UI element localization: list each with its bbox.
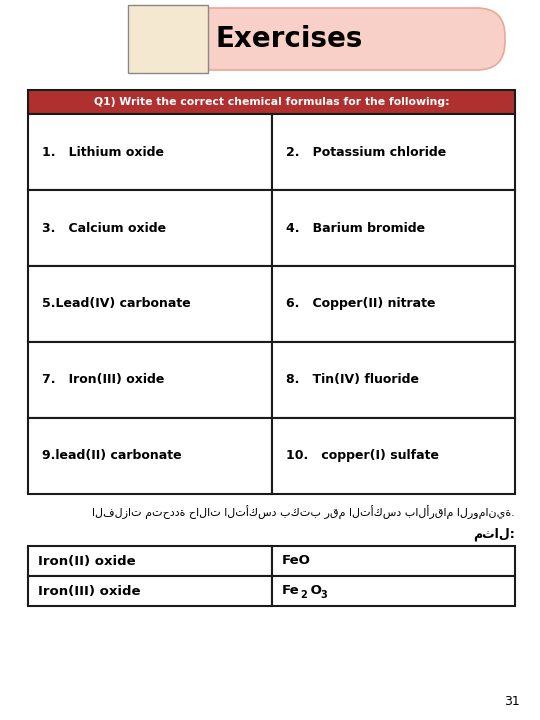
FancyBboxPatch shape — [272, 114, 515, 190]
FancyBboxPatch shape — [272, 576, 515, 606]
Text: 3: 3 — [320, 590, 327, 600]
Text: O: O — [306, 585, 322, 598]
FancyBboxPatch shape — [272, 546, 515, 576]
Text: 8.   Tin(IV) fluoride: 8. Tin(IV) fluoride — [286, 374, 419, 387]
Text: 2: 2 — [300, 590, 307, 600]
FancyBboxPatch shape — [272, 342, 515, 418]
Text: 3.   Calcium oxide: 3. Calcium oxide — [42, 222, 166, 235]
Text: Iron(II) oxide: Iron(II) oxide — [38, 554, 136, 567]
FancyBboxPatch shape — [28, 114, 272, 190]
Text: Fe: Fe — [282, 585, 300, 598]
FancyBboxPatch shape — [128, 5, 208, 73]
Text: الفلزات متحددة حالات التأكسد بكتب رقم التأكسد بالأرقام الرومانية.: الفلزات متحددة حالات التأكسد بكتب رقم ال… — [92, 505, 515, 519]
Text: Iron(III) oxide: Iron(III) oxide — [38, 585, 140, 598]
Text: 10.   copper(I) sulfate: 10. copper(I) sulfate — [286, 449, 439, 462]
FancyBboxPatch shape — [272, 190, 515, 266]
FancyBboxPatch shape — [272, 418, 515, 494]
FancyBboxPatch shape — [175, 8, 505, 70]
Text: 31: 31 — [504, 695, 520, 708]
Text: 1.   Lithium oxide: 1. Lithium oxide — [42, 145, 164, 158]
FancyBboxPatch shape — [28, 546, 272, 576]
Text: FeO: FeO — [282, 554, 311, 567]
FancyBboxPatch shape — [28, 576, 272, 606]
FancyBboxPatch shape — [28, 342, 272, 418]
Text: 9.lead(II) carbonate: 9.lead(II) carbonate — [42, 449, 181, 462]
FancyBboxPatch shape — [272, 266, 515, 342]
Text: مثال:: مثال: — [473, 527, 515, 541]
FancyBboxPatch shape — [28, 190, 272, 266]
Text: 2.   Potassium chloride: 2. Potassium chloride — [286, 145, 446, 158]
Text: Q1) Write the correct chemical formulas for the following:: Q1) Write the correct chemical formulas … — [93, 97, 449, 107]
Text: 6.   Copper(II) nitrate: 6. Copper(II) nitrate — [286, 297, 435, 310]
Text: 7.   Iron(III) oxide: 7. Iron(III) oxide — [42, 374, 164, 387]
Text: Exercises: Exercises — [215, 25, 362, 53]
Text: 4.   Barium bromide: 4. Barium bromide — [286, 222, 425, 235]
Text: 5.Lead(IV) carbonate: 5.Lead(IV) carbonate — [42, 297, 191, 310]
FancyBboxPatch shape — [28, 418, 272, 494]
FancyBboxPatch shape — [28, 90, 515, 114]
FancyBboxPatch shape — [28, 266, 272, 342]
